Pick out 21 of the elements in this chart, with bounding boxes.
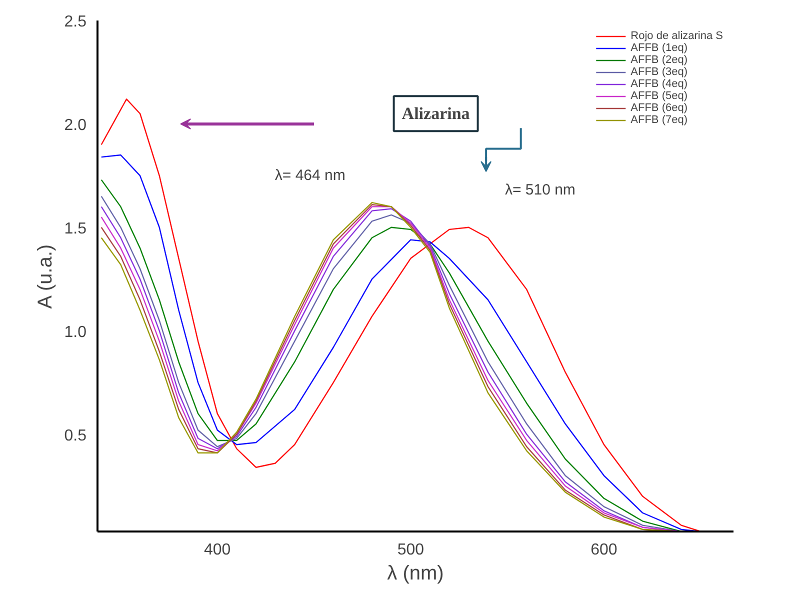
annotation: λ= 464 nm: [274, 166, 346, 184]
annotation: Alizarina: [402, 104, 470, 124]
legend-label: AFFB (1eq): [630, 42, 688, 54]
y-tick-label: 1.0: [64, 324, 87, 341]
y-tick-label: 1.5: [64, 220, 87, 238]
annotation: λ= 510 nm: [504, 181, 576, 198]
legend-label: AFFB (3eq): [630, 66, 688, 78]
legend-label: AFFB (2eq): [630, 54, 688, 66]
legend-label: AFFB (6eq): [630, 102, 688, 114]
y-axis-title: A (u.a.): [34, 244, 56, 309]
x-tick-label: 500: [397, 542, 424, 558]
x-axis-title: λ (nm): [387, 562, 444, 584]
y-tick-label: 2.5: [64, 14, 87, 30]
legend-label: AFFB (5eq): [630, 90, 688, 102]
legend-label: AFFB (7eq): [630, 114, 688, 126]
x-tick-label: 600: [590, 542, 618, 558]
x-tick-label: 400: [204, 542, 231, 558]
y-tick-label: 0.5: [64, 427, 87, 444]
y-tick-label: 2.0: [64, 116, 87, 134]
legend-label: AFFB (4eq): [630, 78, 688, 90]
legend-label: Rojo de alizarina S: [630, 30, 723, 42]
